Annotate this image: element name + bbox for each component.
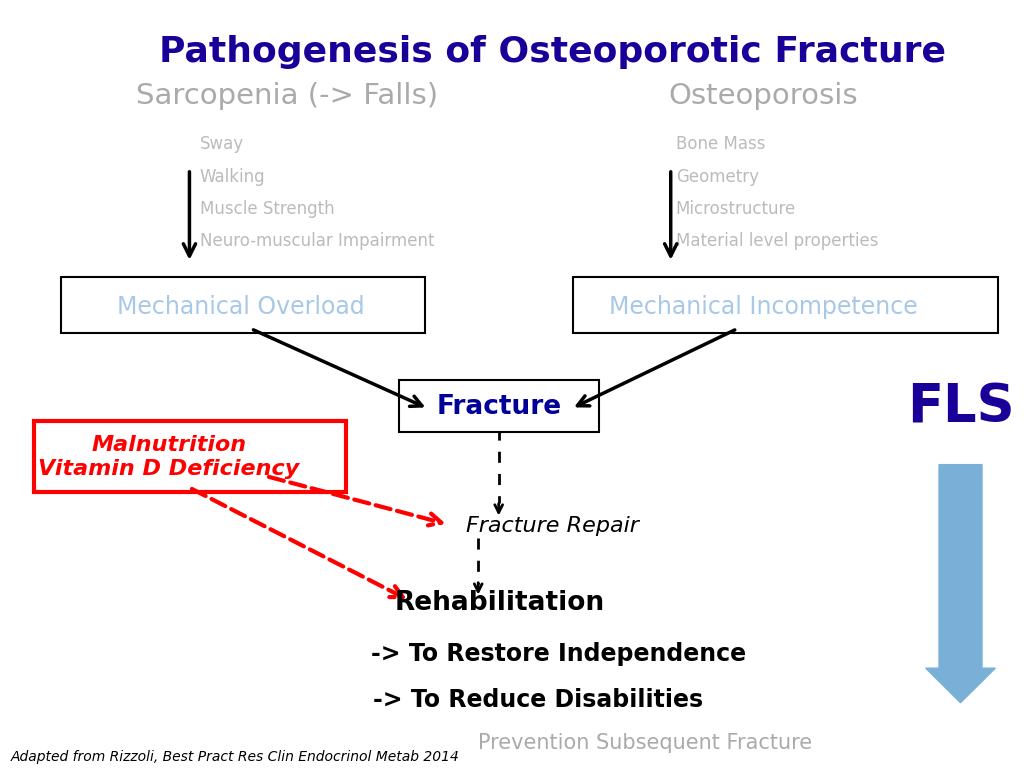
Text: Muscle Strength: Muscle Strength [200, 200, 334, 218]
Text: Malnutrition
Vitamin D Deficiency: Malnutrition Vitamin D Deficiency [38, 435, 300, 478]
FancyBboxPatch shape [34, 421, 346, 492]
FancyBboxPatch shape [399, 380, 599, 432]
Text: Neuro-muscular Impairment: Neuro-muscular Impairment [200, 232, 434, 250]
Text: Sarcopenia (-> Falls): Sarcopenia (-> Falls) [135, 82, 438, 110]
Text: Mechanical Incompetence: Mechanical Incompetence [608, 295, 918, 319]
Text: Osteoporosis: Osteoporosis [668, 82, 858, 110]
Text: Prevention Subsequent Fracture: Prevention Subsequent Fracture [478, 733, 812, 753]
Text: Rehabilitation: Rehabilitation [394, 590, 604, 616]
Text: Fracture: Fracture [436, 394, 561, 420]
Text: Adapted from Rizzoli, Best Pract Res Clin Endocrinol Metab 2014: Adapted from Rizzoli, Best Pract Res Cli… [10, 750, 459, 764]
Text: Microstructure: Microstructure [676, 200, 796, 218]
Text: Fracture Repair: Fracture Repair [466, 516, 639, 536]
Text: Geometry: Geometry [676, 167, 759, 186]
Text: -> To Reduce Disabilities: -> To Reduce Disabilities [373, 688, 702, 713]
Text: Mechanical Overload: Mechanical Overload [117, 295, 365, 319]
FancyBboxPatch shape [61, 277, 425, 333]
Text: -> To Restore Independence: -> To Restore Independence [371, 642, 745, 667]
Text: FLS: FLS [906, 381, 1015, 433]
Text: Pathogenesis of Osteoporotic Fracture: Pathogenesis of Osteoporotic Fracture [160, 35, 946, 68]
Text: Material level properties: Material level properties [676, 232, 879, 250]
FancyArrow shape [926, 465, 995, 703]
Text: Sway: Sway [200, 135, 244, 154]
FancyBboxPatch shape [573, 277, 998, 333]
Text: Walking: Walking [200, 167, 265, 186]
Text: Bone Mass: Bone Mass [676, 135, 765, 154]
